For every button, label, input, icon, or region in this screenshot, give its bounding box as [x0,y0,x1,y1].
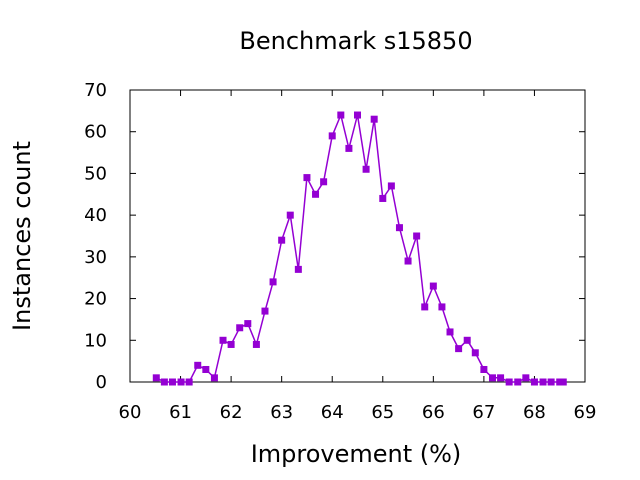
y-tick-label: 40 [84,205,107,226]
x-tick-labels: 60 61 62 63 64 65 66 67 68 69 [119,402,597,423]
x-tick-label: 60 [119,402,142,423]
chart-title: Benchmark s15850 [239,27,472,55]
x-tick-label: 64 [321,402,344,423]
data-point [202,365,210,373]
data-point [463,336,471,344]
data-point [387,182,395,190]
x-tick-label: 65 [371,402,394,423]
data-point [421,303,429,311]
data-point [227,340,235,348]
data-point [286,211,294,219]
data-point [328,132,336,140]
data-point [354,111,361,119]
data-point [303,174,311,182]
data-point [559,378,567,386]
y-axis-label: Instances count [8,141,36,331]
data-point [177,378,185,386]
data-point [480,365,488,373]
x-tick-label: 61 [169,402,192,423]
data-point [312,190,320,198]
data-point [438,303,446,311]
x-tick-label: 63 [270,402,293,423]
data-point [261,307,269,315]
data-point [413,232,421,240]
data-point [446,328,454,336]
data-point [547,378,555,386]
data-point [505,378,513,386]
data-point [337,111,345,119]
data-point [244,320,252,328]
data-point [471,349,479,357]
y-tick-label: 70 [84,80,107,101]
data-point [194,361,202,369]
data-point [539,378,547,386]
data-point [219,336,227,344]
data-point [345,144,353,152]
data-point [370,115,378,123]
data-point [404,257,412,265]
x-tick-label: 69 [574,402,597,423]
data-point [379,194,387,202]
y-tick-labels: 0 10 20 30 40 50 60 70 [84,80,107,393]
data-point [522,374,530,382]
y-tick-label: 0 [96,372,107,393]
y-tick-label: 20 [84,289,107,310]
data-point [514,378,522,386]
data-point [429,282,437,290]
data-point [488,374,496,382]
x-tick-label: 67 [472,402,495,423]
data-point [269,278,277,286]
data-point [236,324,244,332]
y-tick-label: 10 [84,330,107,351]
data-point [320,178,328,186]
x-tick-label: 66 [422,402,445,423]
data-point [497,374,505,382]
series-line [155,112,564,383]
y-tick-label: 50 [84,163,107,184]
data-point [152,374,160,382]
data-point [168,378,176,386]
data-point [530,378,538,386]
data-point [362,165,370,173]
data-point [252,340,260,348]
data-point [455,345,463,353]
axis-ticks [129,89,586,383]
y-tick-label: 60 [84,122,107,143]
x-tick-label: 62 [220,402,243,423]
y-tick-label: 30 [84,247,107,268]
x-tick-label: 68 [523,402,546,423]
series-group [152,111,567,386]
data-point [556,378,564,386]
data-point [278,236,286,244]
data-point [185,378,193,386]
data-point [210,374,218,382]
plot-frame [129,89,586,383]
data-point [395,224,403,232]
data-point [294,265,302,273]
data-point [160,378,168,386]
x-axis-label: Improvement (%) [251,440,462,468]
